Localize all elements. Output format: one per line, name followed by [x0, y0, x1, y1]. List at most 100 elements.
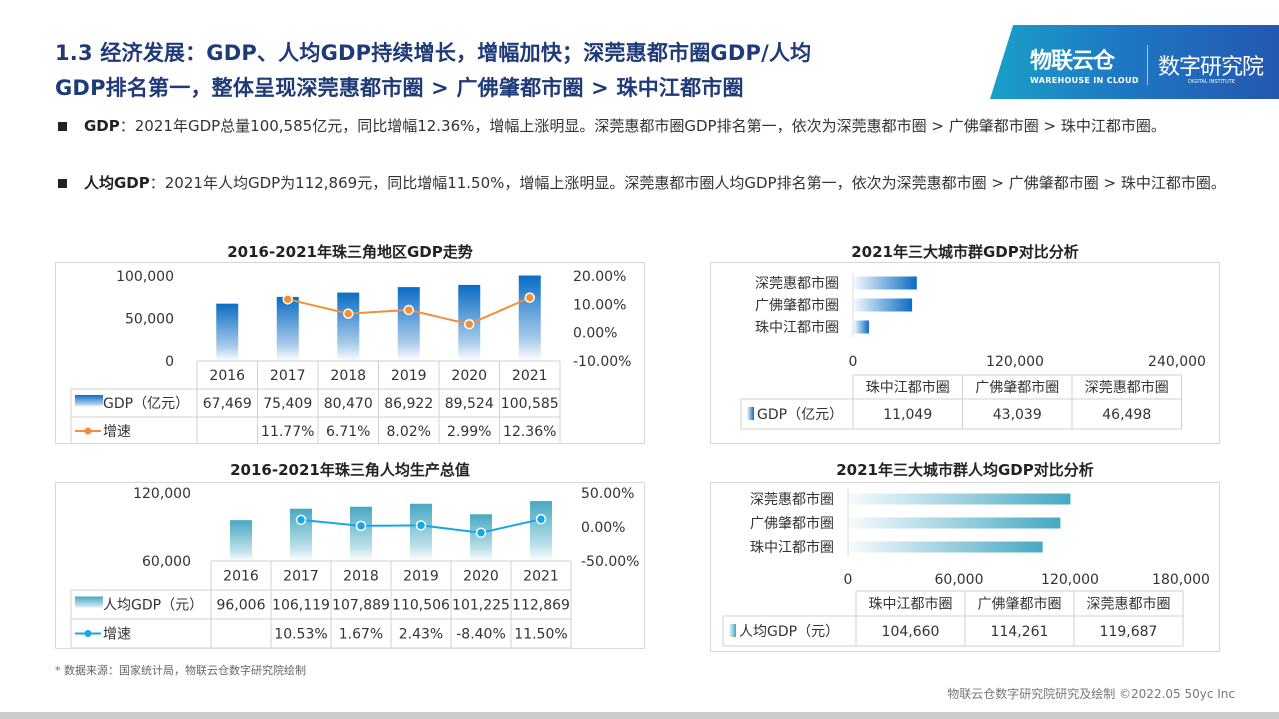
x-tick-label: 240,000	[1148, 354, 1206, 370]
data-label-bar: 96,006	[217, 598, 266, 614]
legend-line-label: 增速	[103, 424, 131, 440]
logo-institute-en: DIGITAL INSTITUTE	[1188, 79, 1235, 85]
brand-logo: 物联云仓 WAREHOUSE IN CLOUD 数字研究院 DIGITAL IN…	[990, 25, 1279, 99]
y-right-tick-label: 10.00%	[573, 297, 626, 313]
data-label-bar: 101,225	[452, 598, 510, 614]
y-right-tick-label: -50.00%	[581, 554, 639, 570]
growth-point-2020	[464, 318, 475, 330]
x-tick-label: 2021	[512, 368, 548, 384]
category-label: 深莞惠都市圈	[750, 491, 834, 508]
category-label: 广佛肇都市圈	[755, 297, 839, 314]
y-left-tick-label: 100,000	[116, 269, 174, 285]
data-label-bar: 112,869	[512, 598, 570, 614]
y-right-tick-label: 50.00%	[581, 486, 634, 502]
x-tick-label: 2019	[403, 569, 439, 585]
y-right-tick-label: 20.00%	[573, 269, 626, 285]
page-title-line-1: 1.3 经济发展：GDP、人均GDP持续增长，增幅加快；深莞惠都市圈GDP/人均	[55, 41, 812, 65]
category-label: 珠中江都市圈	[750, 539, 834, 556]
data-label-bar: 110,506	[392, 598, 450, 614]
bullet-gdp: GDP：2021年GDP总量100,585亿元，同比增幅12.36%，增幅上涨明…	[58, 114, 1228, 138]
bar-2021	[530, 501, 552, 561]
table-header: 深莞惠都市圈	[1085, 379, 1169, 396]
bar-2017	[290, 508, 312, 561]
bullet-label: 人均GDP	[84, 174, 150, 192]
category-label: 广佛肇都市圈	[750, 515, 834, 532]
footer-credit: 物联云仓数字研究院研究及绘制 ©2022.05 50yc Inc	[947, 687, 1235, 701]
legend-line-marker	[84, 427, 92, 435]
bar-2018	[337, 292, 360, 361]
growth-point-2021	[524, 292, 535, 303]
growth-point-2019	[415, 520, 427, 531]
data-label: 104,660	[882, 624, 940, 640]
data-label-growth: 2.99%	[447, 424, 491, 440]
data-label: 43,039	[993, 407, 1042, 423]
table-header: 广佛肇都市圈	[978, 596, 1062, 613]
legend-bar-swatch	[75, 395, 103, 407]
data-label-bar: 86,922	[384, 396, 433, 412]
growth-point-2018	[343, 308, 354, 319]
data-label-growth: 2.43%	[399, 627, 443, 643]
data-label-bar: 75,409	[263, 396, 312, 412]
per-capita-trend-chart: 120,000 60,000 50.00% 0.00% -50.00% 2016 2017 2…	[55, 482, 645, 649]
chart-title-region-per-capita: 2021年三大城市群人均GDP对比分析	[836, 461, 1094, 479]
bar-2019	[410, 503, 432, 561]
x-tick-label: 2018	[330, 368, 366, 384]
bullet-square-icon	[58, 122, 67, 131]
data-label: 11,049	[883, 407, 932, 423]
data-label-bar: 106,119	[272, 598, 330, 614]
growth-point-2017	[295, 514, 307, 526]
y-right-tick-label: 0.00%	[573, 326, 617, 342]
data-label: 46,498	[1102, 407, 1151, 423]
legend-bar-label: 人均GDP（元）	[103, 598, 203, 614]
y-right-tick-label: 0.00%	[581, 520, 625, 536]
growth-point-2020	[475, 527, 487, 538]
bar-2017	[276, 296, 299, 361]
bullet-square-icon	[58, 179, 67, 188]
x-tick-label: 120,000	[1041, 572, 1099, 588]
table-header: 珠中江都市圈	[869, 596, 953, 613]
y-left-tick-label: 0	[165, 354, 174, 370]
bar-2019	[397, 287, 420, 361]
legend-bar-label: GDP（亿元）	[103, 396, 189, 412]
legend-label: 人均GDP（元）	[739, 624, 839, 640]
x-tick-label: 2021	[523, 569, 559, 585]
gdp-trend-chart: 100,000 50,000 0 20.00% 10.00% 0.00% -10.00% 20…	[55, 262, 645, 444]
bar-2018	[350, 506, 372, 561]
data-label-bar: 107,889	[332, 598, 390, 614]
category-label: 珠中江都市圈	[755, 319, 839, 336]
x-tick-label: 0	[844, 572, 853, 588]
growth-point-2018	[355, 520, 367, 532]
data-label-bar: 89,524	[445, 396, 494, 412]
data-label-growth: 11.77%	[261, 424, 314, 440]
category-label: 深莞惠都市圈	[755, 275, 839, 292]
growth-point-2019	[403, 304, 414, 316]
bullet-text: ：2021年人均GDP为112,869元，同比增幅11.50%，增幅上涨明显。深…	[149, 174, 1226, 192]
x-tick-label: 2018	[343, 569, 379, 585]
bar-珠中江都市圈	[849, 541, 1043, 553]
bar-深莞惠都市圈	[854, 276, 917, 290]
logo-institute: 数字研究院	[1158, 55, 1264, 80]
data-label-bar: 80,470	[324, 396, 373, 412]
data-label: 114,261	[991, 624, 1049, 640]
x-tick-label: 2017	[283, 569, 319, 585]
bullet-label: GDP	[84, 117, 120, 135]
data-label-growth: 11.50%	[514, 627, 567, 643]
x-tick-label: 2020	[451, 368, 487, 384]
data-label-bar: 67,469	[203, 396, 252, 412]
bar-广佛肇都市圈	[854, 298, 913, 312]
page-title-line-2: GDP排名第一，整体呈现深莞惠都市圈 > 广佛肇都市圈 > 珠中江都市圈	[55, 76, 744, 100]
x-tick-label: 0	[849, 354, 858, 370]
y-left-tick-label: 60,000	[142, 554, 191, 570]
x-tick-label: 180,000	[1152, 572, 1210, 588]
data-label-growth: 8.02%	[387, 424, 431, 440]
table-header: 珠中江都市圈	[866, 379, 950, 396]
legend-bar-swatch	[75, 596, 103, 609]
x-tick-label: 2017	[270, 368, 306, 384]
data-label-growth: -8.40%	[456, 627, 506, 643]
bottom-band	[0, 712, 1279, 719]
table-header: 广佛肇都市圈	[975, 379, 1059, 396]
legend-swatch	[747, 407, 754, 420]
chart-title-gdp-trend: 2016-2021年珠三角地区GDP走势	[227, 243, 473, 261]
